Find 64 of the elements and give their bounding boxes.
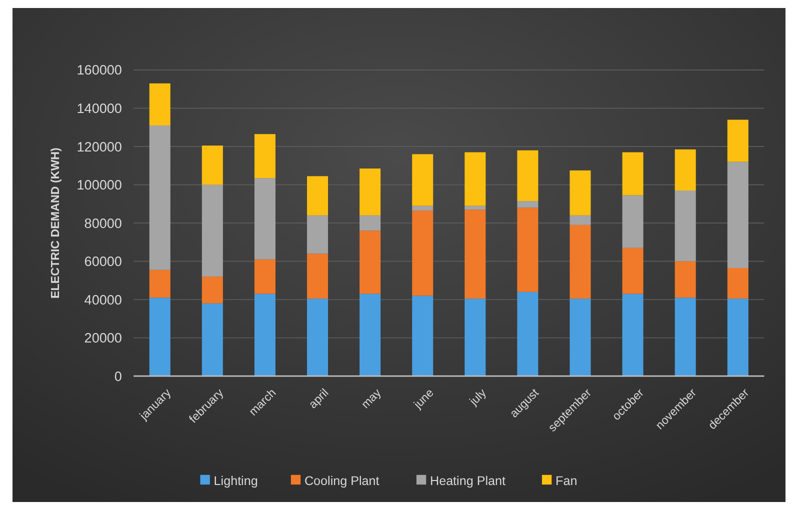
bar xyxy=(149,270,170,298)
bar xyxy=(674,298,696,376)
legend-label: Heating Plant xyxy=(430,474,506,488)
bar xyxy=(360,294,381,376)
y-tick-label: 20000 xyxy=(84,330,122,346)
y-tick-label: 140000 xyxy=(76,101,122,116)
bar xyxy=(360,168,381,216)
bar xyxy=(622,152,644,196)
bar xyxy=(202,276,223,304)
bar xyxy=(360,215,381,231)
bar xyxy=(149,298,170,376)
bar xyxy=(622,294,644,376)
bar xyxy=(307,215,328,254)
bar xyxy=(674,190,696,262)
bar xyxy=(464,210,486,299)
bar xyxy=(727,298,748,376)
bar xyxy=(202,184,223,277)
y-axis-title: ELECTRIC DEMAND (KWH) xyxy=(49,147,62,298)
x-tick-label: may xyxy=(359,386,384,412)
y-tick-label: 120000 xyxy=(76,139,122,154)
legend-label: Fan xyxy=(556,474,578,488)
bar xyxy=(464,298,486,376)
bar xyxy=(517,292,538,376)
bar xyxy=(517,208,538,292)
bar xyxy=(570,215,591,225)
bar xyxy=(727,120,748,162)
bar xyxy=(254,259,276,294)
y-tick-label: 0 xyxy=(114,368,122,384)
bar xyxy=(674,149,696,191)
bar xyxy=(307,298,328,376)
bar xyxy=(412,210,434,296)
y-tick-label: 60000 xyxy=(84,254,122,270)
legend-label: Lighting xyxy=(214,474,258,488)
y-tick-label: 160000 xyxy=(76,62,122,78)
bar xyxy=(307,176,328,216)
legend-label: Cooling Plant xyxy=(304,474,380,488)
bar xyxy=(202,303,223,376)
bar xyxy=(570,298,591,376)
bar xyxy=(254,178,276,260)
y-tick-label: 40000 xyxy=(84,292,122,308)
bar xyxy=(517,201,538,208)
bar xyxy=(464,152,486,206)
y-tick-label: 80000 xyxy=(84,216,122,231)
bar xyxy=(517,150,538,202)
bar xyxy=(360,230,381,294)
bar xyxy=(412,296,434,376)
bar xyxy=(570,224,591,299)
bar xyxy=(254,134,276,178)
bar xyxy=(412,206,434,211)
bar xyxy=(149,83,170,126)
x-tick-label: july xyxy=(466,386,489,409)
bar xyxy=(254,294,276,376)
bar xyxy=(622,248,644,294)
bar xyxy=(149,125,170,270)
bar xyxy=(570,170,591,216)
bar xyxy=(307,254,328,299)
bar xyxy=(622,195,644,248)
bar xyxy=(727,162,748,268)
bar xyxy=(464,206,486,210)
bar xyxy=(412,154,434,206)
bar xyxy=(674,261,696,298)
bar xyxy=(727,268,748,299)
y-tick-label: 100000 xyxy=(76,178,122,193)
bar xyxy=(202,146,223,185)
